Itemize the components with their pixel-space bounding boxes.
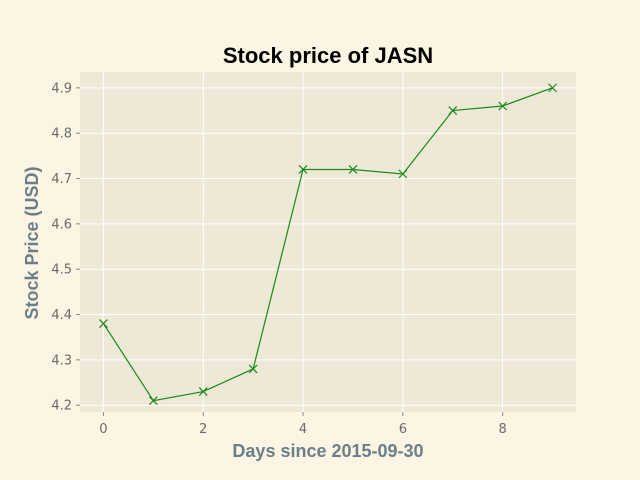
marker-stroke xyxy=(448,106,458,115)
plot-area xyxy=(80,72,576,412)
y-tick-label: 4.3 xyxy=(51,353,72,368)
x-axis-label: Days since 2015-09-30 xyxy=(232,441,423,461)
data-point-marker xyxy=(298,165,308,174)
x-tick-label: 0 xyxy=(99,422,107,437)
data-point-marker xyxy=(148,396,158,406)
data-point-marker xyxy=(398,169,408,179)
data-point-marker xyxy=(198,387,208,397)
gridlines xyxy=(80,72,576,412)
ticks: 0 2 4 6 8 4.2 4.3 4.4 4.5 4.6 4.7 4.8 4.9 xyxy=(51,81,506,437)
data-point-marker xyxy=(99,319,108,329)
data-point-marker xyxy=(498,101,508,111)
marker-stroke xyxy=(148,396,158,406)
y-tick-label: 4.9 xyxy=(51,81,72,96)
series-layer xyxy=(99,83,557,406)
y-tick-label: 4.8 xyxy=(51,127,72,142)
marker-stroke xyxy=(198,387,208,397)
y-tick-label: 4.4 xyxy=(51,308,72,323)
x-tick-label: 6 xyxy=(399,422,407,437)
marker-stroke xyxy=(548,83,557,93)
x-tick-label: 4 xyxy=(299,422,307,437)
series-line xyxy=(102,87,553,402)
data-point-marker xyxy=(348,165,358,174)
marker-stroke xyxy=(298,165,308,174)
data-point-marker xyxy=(248,364,258,374)
y-tick-label: 4.2 xyxy=(51,399,72,414)
x-tick-label: 8 xyxy=(499,422,507,437)
marker-stroke xyxy=(248,364,258,374)
y-tick-label: 4.5 xyxy=(51,263,72,278)
chart-title: Stock price of JASN xyxy=(223,43,433,68)
y-tick-label: 4.7 xyxy=(51,172,72,187)
y-axis-label: Stock Price (USD) xyxy=(22,166,42,319)
marker-stroke xyxy=(99,319,108,329)
x-tick-label: 2 xyxy=(199,422,207,437)
data-point-marker xyxy=(548,83,557,93)
data-point-marker xyxy=(448,106,458,115)
marker-stroke xyxy=(498,101,508,111)
y-tick-label: 4.6 xyxy=(51,217,72,232)
marker-stroke xyxy=(398,169,408,179)
marker-stroke xyxy=(348,165,358,174)
